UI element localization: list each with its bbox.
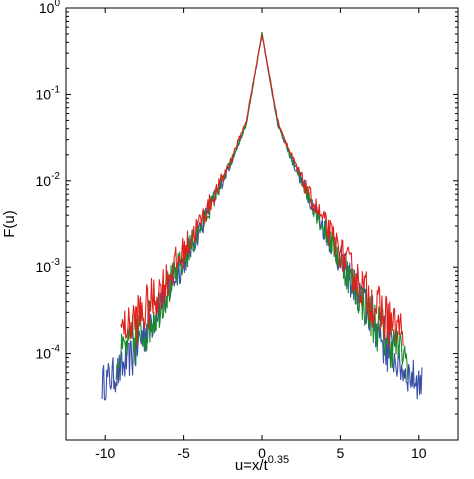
y-tick-label: 10-3 [36, 257, 61, 275]
y-tick-label: 10-2 [36, 171, 61, 189]
x-axis-label-superscript: 0.35 [268, 454, 289, 466]
x-tick-label: -10 [95, 445, 115, 461]
x-tick-label: 0 [258, 445, 266, 461]
y-tick-label: 100 [39, 0, 61, 16]
series-line-3 [120, 34, 404, 348]
y-axis-label: F(u) [1, 210, 18, 238]
x-axis-label: u=x/t0.35 [235, 454, 289, 474]
series-layer [101, 31, 423, 401]
series-line-2 [115, 32, 409, 381]
y-tick-label: 10-4 [36, 344, 61, 362]
tick-layer: -10 -5 0 5 10 100 10-1 10-2 10-3 10-4 [36, 0, 458, 461]
x-tick-label: -5 [177, 445, 190, 461]
y-tick-label: 10-1 [36, 84, 61, 102]
x-axis-label-main: u=x/t [235, 457, 269, 474]
x-tick-label: 10 [411, 445, 427, 461]
x-tick-label: 5 [337, 445, 345, 461]
